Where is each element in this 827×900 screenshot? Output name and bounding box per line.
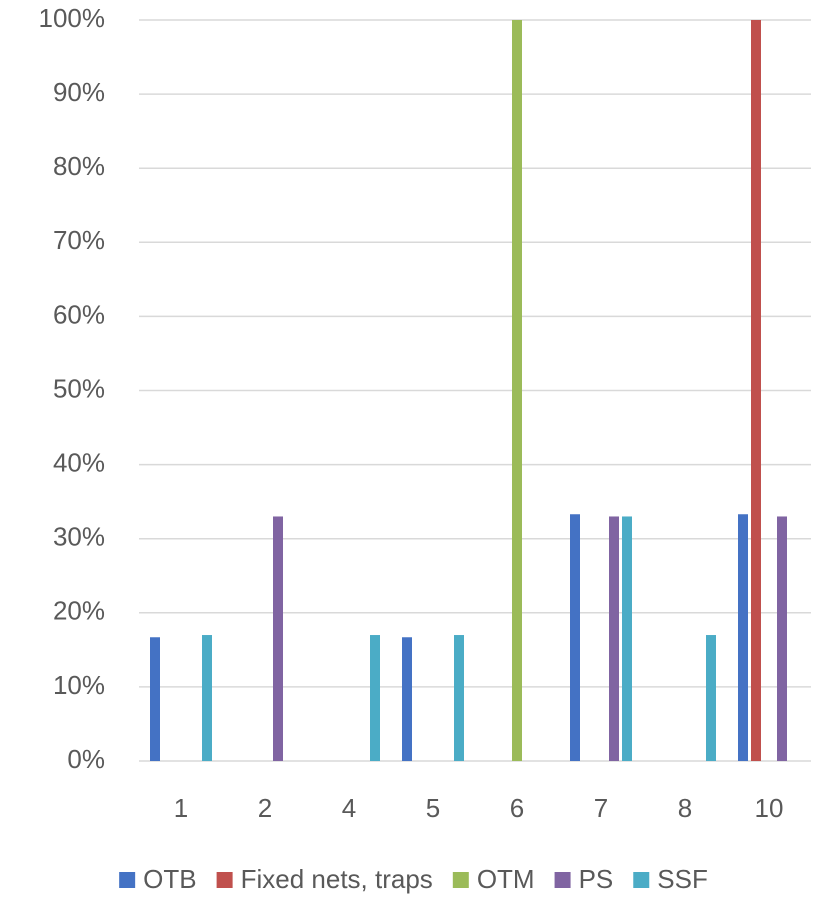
y-tick-label: 90% bbox=[53, 77, 105, 107]
x-tick-label: 2 bbox=[258, 793, 272, 823]
bar bbox=[751, 20, 761, 761]
y-tick-label: 70% bbox=[53, 225, 105, 255]
bar bbox=[512, 20, 522, 761]
y-tick-label: 0% bbox=[67, 744, 105, 774]
x-tick-label: 7 bbox=[594, 793, 608, 823]
legend-label: PS bbox=[579, 864, 614, 894]
legend-label: OTB bbox=[143, 864, 196, 894]
bar bbox=[202, 635, 212, 761]
legend-swatch bbox=[554, 872, 571, 888]
legend-label: SSF bbox=[657, 864, 708, 894]
y-tick-label: 50% bbox=[53, 373, 105, 403]
x-tick-label: 1 bbox=[174, 793, 188, 823]
bar bbox=[150, 637, 160, 761]
y-tick-label: 30% bbox=[53, 522, 105, 552]
y-tick-label: 40% bbox=[53, 447, 105, 477]
y-tick-label: 20% bbox=[53, 596, 105, 626]
y-tick-label: 80% bbox=[53, 151, 105, 181]
bar bbox=[738, 514, 748, 761]
bar bbox=[622, 516, 632, 761]
legend-swatch bbox=[452, 872, 469, 888]
legend-label: Fixed nets, traps bbox=[241, 864, 433, 894]
y-tick-label: 100% bbox=[39, 3, 106, 33]
y-tick-label: 60% bbox=[53, 299, 105, 329]
x-tick-label: 10 bbox=[755, 793, 784, 823]
bar bbox=[706, 635, 716, 761]
legend-swatch bbox=[633, 872, 650, 888]
bar bbox=[273, 516, 283, 761]
legend-swatch bbox=[119, 872, 136, 888]
x-tick-label: 6 bbox=[510, 793, 524, 823]
bar bbox=[609, 516, 619, 761]
bar bbox=[370, 635, 380, 761]
bar bbox=[454, 635, 464, 761]
x-tick-label: 5 bbox=[426, 793, 440, 823]
x-tick-label: 8 bbox=[678, 793, 692, 823]
legend-swatch bbox=[216, 872, 233, 888]
bar bbox=[777, 516, 787, 761]
legend-label: OTM bbox=[477, 864, 535, 894]
bar bbox=[570, 514, 580, 761]
x-tick-label: 4 bbox=[342, 793, 356, 823]
bar bbox=[402, 637, 412, 761]
y-tick-label: 10% bbox=[53, 670, 105, 700]
